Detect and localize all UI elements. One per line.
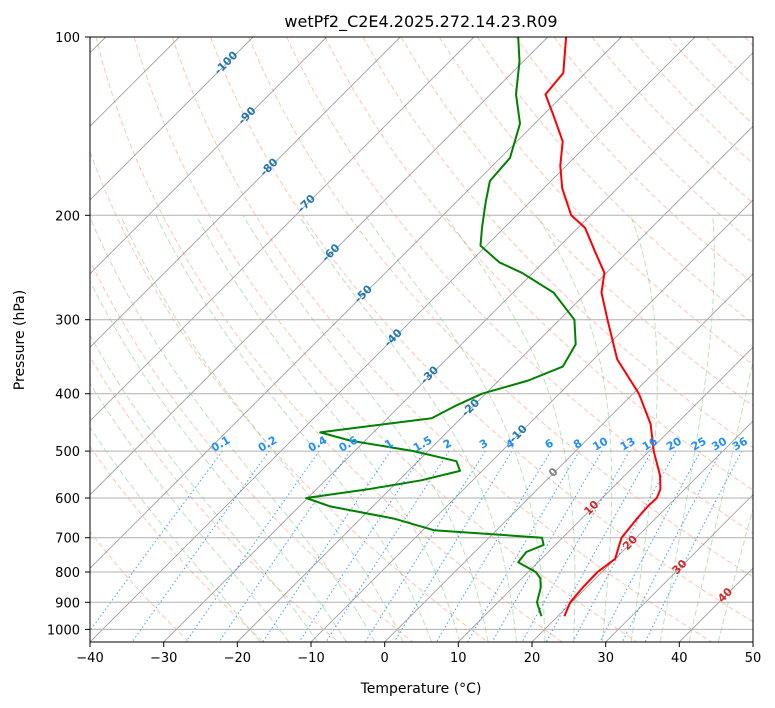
mixing-ratio-line <box>599 450 701 642</box>
mixing-ratio-line <box>185 450 320 642</box>
y-tick-label: 100 <box>55 31 80 46</box>
y-tick-label: 900 <box>55 596 80 611</box>
mixing-ratio-line <box>644 450 743 642</box>
x-axis-label: Temperature (°C) <box>360 681 482 697</box>
isotherm-line <box>90 37 696 642</box>
isotherm-line <box>90 37 401 348</box>
plot-frame <box>89 36 754 643</box>
dry-adiabat <box>286 37 753 534</box>
dry-adiabat <box>324 37 753 491</box>
dry-adiabat <box>515 37 753 284</box>
mixing-ratio-line <box>545 450 653 642</box>
isotherm-line <box>90 37 254 201</box>
dry-adiabat <box>90 150 488 642</box>
isotherm-line <box>90 37 622 569</box>
isotherm-line <box>310 199 753 642</box>
dry-adiabat <box>90 445 264 642</box>
moist-adiabat <box>659 215 715 642</box>
moist-adiabat <box>195 215 461 642</box>
mixing-ratio-line <box>621 450 722 642</box>
isotherm-line <box>163 52 753 642</box>
mixing-ratio-line <box>491 450 603 642</box>
y-axis-label: Pressure (hPa) <box>12 290 28 390</box>
dewpoint-line <box>305 37 577 617</box>
x-tick-label: 50 <box>745 651 762 666</box>
isotherm-line <box>605 494 753 642</box>
temperature-line <box>544 37 662 617</box>
x-tick-label: −10 <box>297 651 324 666</box>
moist-adiabat <box>298 215 517 642</box>
dry-adiabat <box>90 259 414 642</box>
mixing-ratio-line <box>393 450 513 642</box>
axis-ticks: −40 −30 −20 −10 0 10 20 30 40 50 100 200 300 400 500 60… <box>47 31 761 666</box>
moist-adiabat <box>242 215 489 642</box>
moist-adiabat <box>688 358 753 642</box>
mixing-ratio-line <box>572 450 677 642</box>
y-tick-label: 500 <box>55 445 80 460</box>
isotherm-line <box>457 346 753 642</box>
isotherm-line <box>236 125 753 642</box>
dry-adiabat <box>95 37 563 642</box>
dry-adiabat <box>629 37 753 165</box>
moist-adiabat <box>536 215 613 642</box>
background-lines <box>90 37 753 642</box>
x-tick-label: 20 <box>524 651 541 666</box>
x-tick-label: 30 <box>597 651 614 666</box>
x-tick-label: 0 <box>381 651 389 666</box>
y-tick-label: 400 <box>55 388 80 403</box>
moist-adiabat <box>90 334 319 642</box>
isotherm-line <box>531 420 753 642</box>
y-tick-label: 300 <box>55 314 80 329</box>
moist-adiabat <box>90 279 347 642</box>
moist-adiabat <box>364 215 546 642</box>
x-tick-label: 10 <box>450 651 467 666</box>
x-tick-label: −30 <box>150 651 177 666</box>
mixing-ratio-line <box>521 450 630 642</box>
mixing-ratio-line <box>218 450 351 642</box>
mixing-ratio-line <box>262 450 392 642</box>
moist-adiabat <box>120 215 404 642</box>
dry-adiabat <box>133 37 638 642</box>
mixing-ratio-line <box>298 450 425 642</box>
isotherm-line <box>90 37 549 496</box>
dry-adiabat <box>210 37 753 623</box>
dry-adiabat <box>171 37 712 642</box>
x-tick-label: −40 <box>76 651 103 666</box>
moist-adiabat <box>444 215 576 642</box>
moist-adiabat <box>90 215 376 642</box>
isotherm-line <box>90 37 475 422</box>
dry-adiabat <box>400 37 753 407</box>
y-tick-label: 600 <box>55 492 80 507</box>
dry-adiabat <box>438 37 753 366</box>
y-tick-label: 700 <box>55 532 80 547</box>
dry-adiabat <box>553 37 753 244</box>
isotherm-line <box>384 273 753 642</box>
y-tick-label: 800 <box>55 566 80 581</box>
moist-adiabat <box>717 506 753 642</box>
dry-adiabat <box>248 37 753 578</box>
moist-adiabat <box>630 215 658 642</box>
moist-adiabat <box>90 426 261 642</box>
pressure-grid <box>90 37 753 630</box>
y-tick-label: 1000 <box>47 623 80 638</box>
mixing-ratio-line <box>90 450 223 632</box>
x-tick-label: 40 <box>671 651 688 666</box>
x-tick-label: −20 <box>224 651 251 666</box>
y-tick-label: 200 <box>55 209 80 224</box>
moist-adiabat <box>90 382 290 642</box>
isotherm-line <box>90 37 328 275</box>
profile-lines <box>305 37 662 617</box>
chart-title: wetPf2_C2E4.2025.272.14.23.R09 <box>284 12 557 32</box>
dry-adiabat <box>362 37 753 449</box>
